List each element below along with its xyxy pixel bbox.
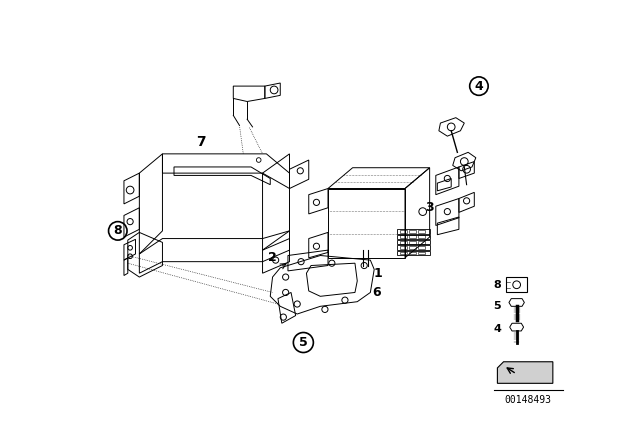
Bar — [409, 236, 416, 238]
Bar — [399, 230, 406, 233]
Text: 1: 1 — [374, 267, 383, 280]
Bar — [418, 252, 425, 254]
Bar — [399, 246, 406, 249]
Text: 4: 4 — [474, 80, 483, 93]
Bar — [418, 246, 425, 249]
Bar — [397, 235, 429, 239]
Text: 3: 3 — [426, 201, 434, 214]
Bar — [409, 241, 416, 244]
Bar — [399, 252, 406, 254]
Bar — [397, 246, 429, 250]
Text: 5: 5 — [299, 336, 308, 349]
Bar — [409, 230, 416, 233]
Text: 5: 5 — [493, 302, 501, 311]
Polygon shape — [497, 362, 553, 383]
Bar — [418, 241, 425, 244]
Bar — [397, 240, 429, 244]
Bar — [399, 241, 406, 244]
Bar — [418, 230, 425, 233]
Bar — [418, 236, 425, 238]
Text: 2: 2 — [268, 251, 277, 264]
Bar — [397, 229, 429, 233]
Bar — [409, 246, 416, 249]
Bar — [506, 277, 527, 293]
Text: 7: 7 — [196, 135, 206, 149]
Text: 8: 8 — [493, 280, 501, 290]
Bar — [409, 252, 416, 254]
Bar — [399, 236, 406, 238]
Text: 6: 6 — [372, 286, 381, 299]
Text: 00148493: 00148493 — [505, 395, 552, 405]
Text: 4: 4 — [493, 324, 501, 334]
Bar — [397, 251, 429, 255]
Text: 8: 8 — [113, 224, 122, 237]
